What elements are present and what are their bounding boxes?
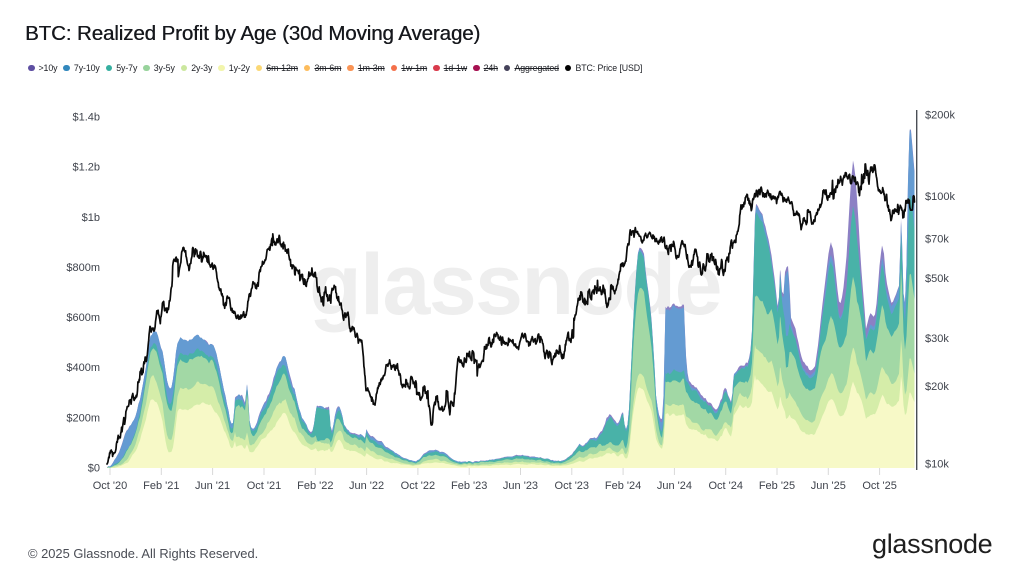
svg-text:Jun '25: Jun '25 bbox=[811, 480, 846, 492]
svg-text:Feb '22: Feb '22 bbox=[297, 480, 333, 492]
svg-text:$100k: $100k bbox=[925, 191, 955, 203]
svg-text:$800m: $800m bbox=[66, 262, 100, 274]
svg-text:$1b: $1b bbox=[82, 212, 100, 224]
svg-text:Jun '21: Jun '21 bbox=[195, 480, 230, 492]
svg-text:Feb '24: Feb '24 bbox=[605, 480, 641, 492]
svg-text:$10k: $10k bbox=[925, 459, 949, 471]
svg-text:Jun '22: Jun '22 bbox=[349, 480, 384, 492]
svg-text:Oct '20: Oct '20 bbox=[93, 480, 128, 492]
svg-text:Oct '21: Oct '21 bbox=[247, 480, 282, 492]
svg-text:Feb '25: Feb '25 bbox=[759, 480, 795, 492]
svg-text:$1.2b: $1.2b bbox=[72, 162, 100, 174]
svg-text:$1.4b: $1.4b bbox=[72, 112, 100, 124]
svg-text:Oct '24: Oct '24 bbox=[708, 480, 743, 492]
svg-text:Oct '23: Oct '23 bbox=[555, 480, 590, 492]
svg-text:$200k: $200k bbox=[925, 110, 955, 122]
svg-text:$600m: $600m bbox=[66, 312, 100, 324]
svg-text:Feb '21: Feb '21 bbox=[143, 480, 179, 492]
svg-text:Feb '23: Feb '23 bbox=[451, 480, 487, 492]
svg-text:$30k: $30k bbox=[925, 333, 949, 345]
svg-text:Jun '24: Jun '24 bbox=[657, 480, 692, 492]
svg-text:$20k: $20k bbox=[925, 381, 949, 393]
svg-text:$400m: $400m bbox=[66, 362, 100, 374]
svg-text:Oct '22: Oct '22 bbox=[401, 480, 436, 492]
svg-text:$200m: $200m bbox=[66, 412, 100, 424]
svg-text:$70k: $70k bbox=[925, 233, 949, 245]
svg-text:$50k: $50k bbox=[925, 273, 949, 285]
svg-text:$0: $0 bbox=[88, 463, 100, 475]
svg-text:glassnode: glassnode bbox=[309, 237, 721, 333]
svg-text:Oct '25: Oct '25 bbox=[862, 480, 897, 492]
svg-text:Jun '23: Jun '23 bbox=[503, 480, 538, 492]
